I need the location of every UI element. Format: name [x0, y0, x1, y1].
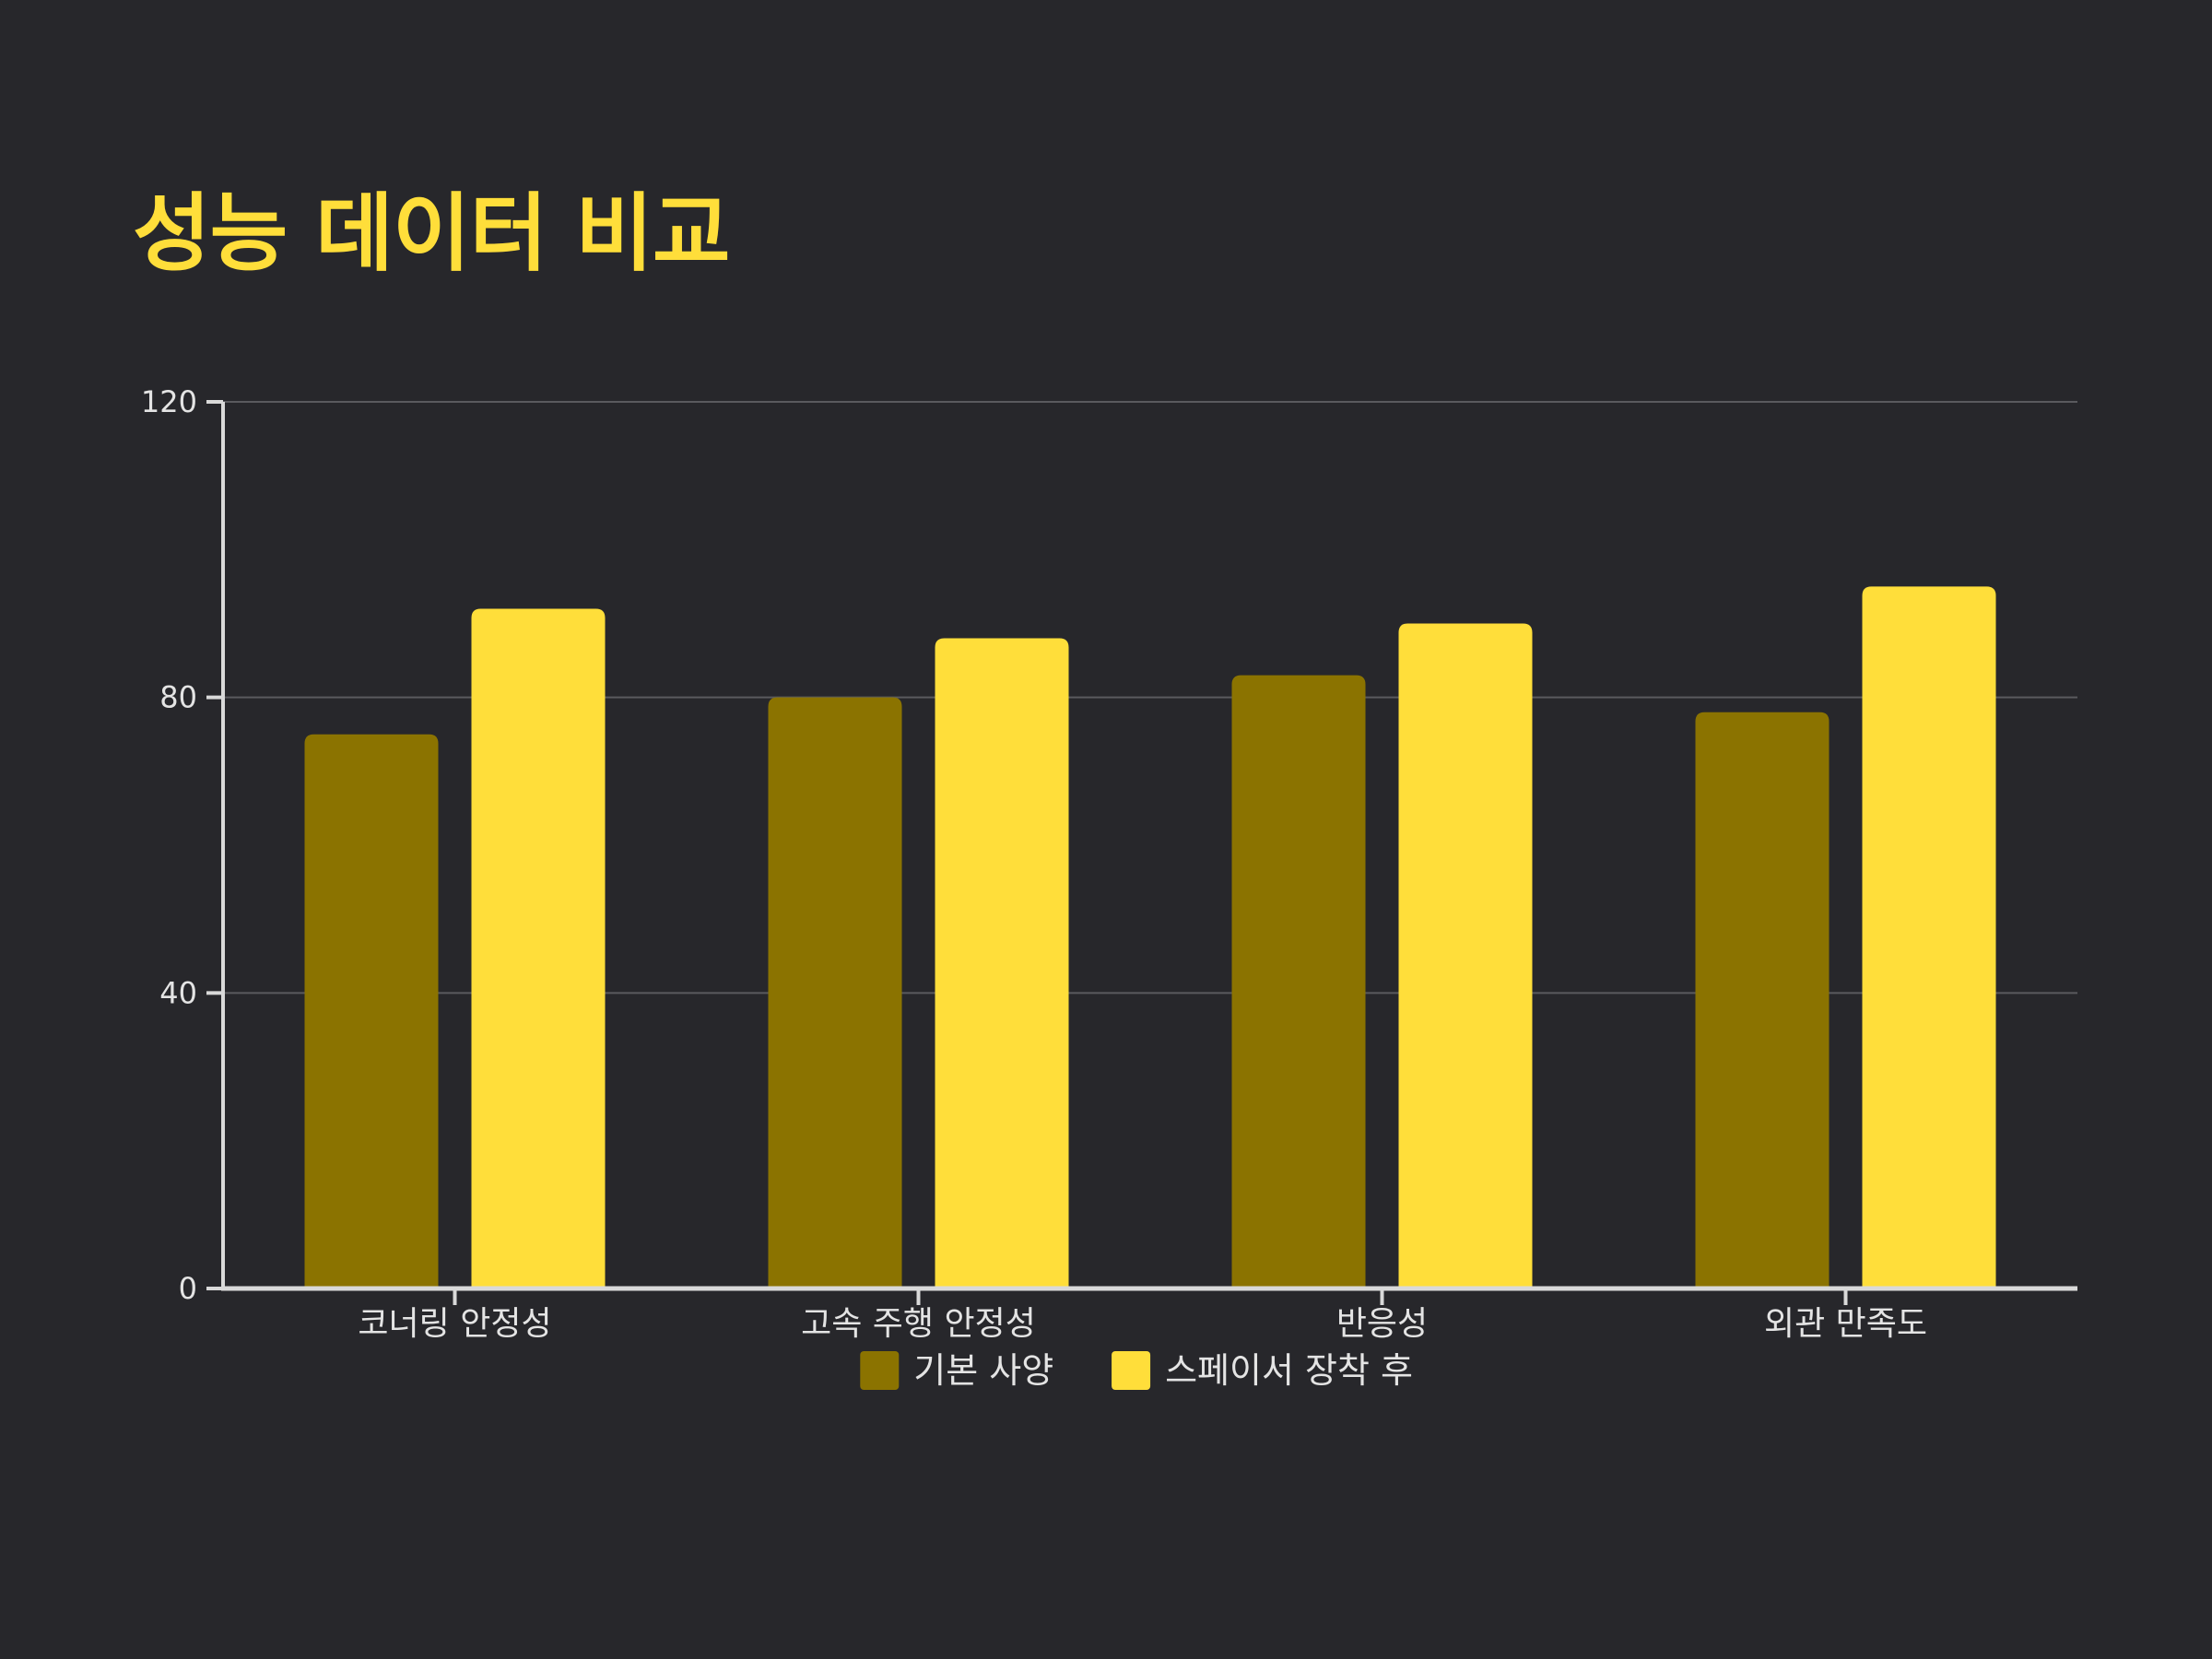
bar-base-1	[304, 734, 439, 1288]
bar-base-4	[1695, 712, 1830, 1288]
legend-swatch	[860, 1351, 900, 1390]
bar-base-2	[768, 697, 902, 1288]
x-tick-label: 고속 주행 안정성	[801, 1305, 1036, 1343]
legend-item-2: 스페이서 장착 후	[1112, 1350, 1413, 1391]
bar-spacer-1	[471, 608, 606, 1288]
x-tick-label: 코너링 안정성	[358, 1305, 551, 1343]
legend: 기본 사양 스페이서 장착 후	[860, 1350, 1413, 1391]
bar-base-3	[1231, 675, 1366, 1288]
x-tick-label: 외관 만족도	[1764, 1305, 1927, 1343]
bar-spacer-4	[1862, 586, 1996, 1288]
y-tick-label: 80	[159, 680, 197, 715]
legend-item-1: 기본 사양	[860, 1350, 1053, 1391]
legend-label: 스페이서 장착 후	[1165, 1350, 1413, 1391]
bar-spacer-2	[935, 638, 1069, 1288]
y-tick-label: 40	[159, 975, 197, 1010]
chart-title: 성능 데이터 비교	[133, 184, 731, 283]
x-axis-ticks: 코너링 안정성 고속 주행 안정성 반응성 외관 만족도	[358, 1288, 1927, 1343]
axes	[221, 402, 2077, 1291]
legend-swatch	[1112, 1351, 1151, 1390]
legend-label: 기본 사양	[913, 1350, 1053, 1391]
bar-spacer-3	[1398, 623, 1533, 1288]
y-tick-label: 120	[141, 384, 197, 419]
x-tick-label: 반응성	[1336, 1305, 1428, 1343]
y-tick-label: 0	[179, 1271, 197, 1306]
bars	[304, 586, 1996, 1288]
y-axis-ticks: 0 40 80 120	[141, 384, 223, 1306]
